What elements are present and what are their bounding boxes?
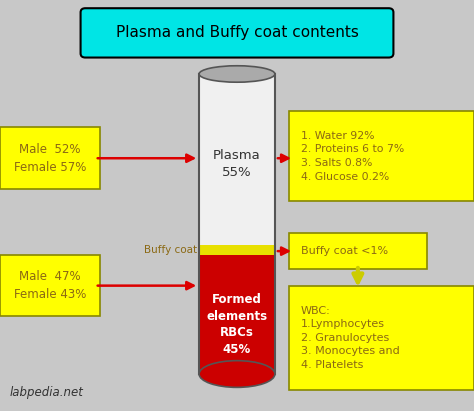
Ellipse shape <box>199 361 275 387</box>
Text: Plasma
55%: Plasma 55% <box>213 150 261 179</box>
FancyBboxPatch shape <box>0 127 100 189</box>
Ellipse shape <box>199 66 275 82</box>
FancyBboxPatch shape <box>81 8 393 58</box>
Text: labpedia.net: labpedia.net <box>9 386 83 399</box>
Text: Buffy coat <1%: Buffy coat <1% <box>301 246 388 256</box>
Bar <box>199 245 275 374</box>
Text: Buffy coat: Buffy coat <box>144 245 197 255</box>
FancyBboxPatch shape <box>289 286 474 390</box>
FancyBboxPatch shape <box>289 233 427 269</box>
Bar <box>199 74 275 245</box>
Text: WBC:
1.Lymphocytes
2. Granulocytes
3. Monocytes and
4. Platelets: WBC: 1.Lymphocytes 2. Granulocytes 3. Mo… <box>301 306 400 370</box>
Text: Plasma and Buffy coat contents: Plasma and Buffy coat contents <box>116 25 358 39</box>
Text: 1. Water 92%
2. Proteins 6 to 7%
3. Salts 0.8%
4. Glucose 0.2%: 1. Water 92% 2. Proteins 6 to 7% 3. Salt… <box>301 131 404 182</box>
Bar <box>199 74 275 374</box>
FancyBboxPatch shape <box>289 111 474 201</box>
FancyBboxPatch shape <box>0 255 100 316</box>
Text: Formed
elements
RBCs
45%: Formed elements RBCs 45% <box>207 293 267 356</box>
Text: Male  47%
Female 43%: Male 47% Female 43% <box>14 270 86 301</box>
Text: Male  52%
Female 57%: Male 52% Female 57% <box>14 143 86 174</box>
Bar <box>199 245 275 255</box>
